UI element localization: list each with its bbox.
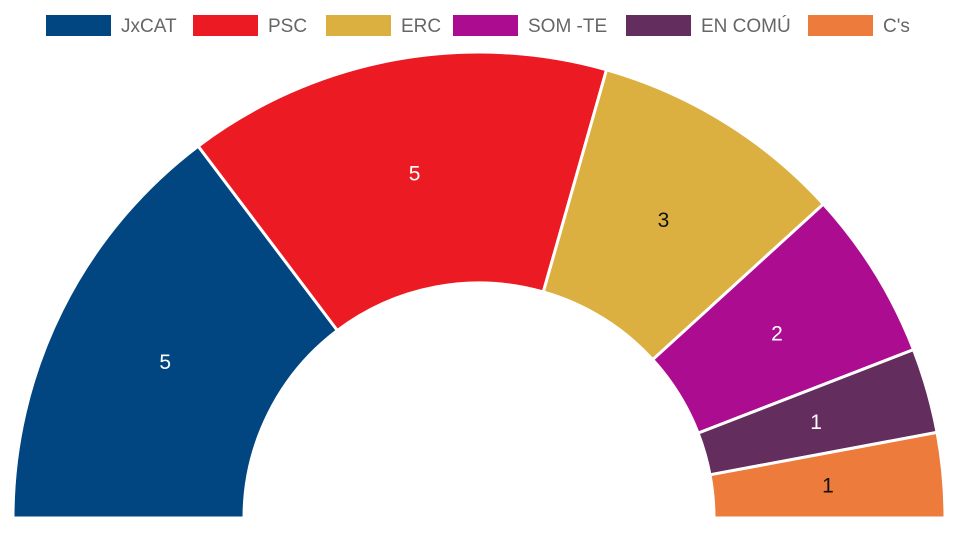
legend-label-psc: PSC: [268, 16, 307, 37]
value-label-c-s: 1: [822, 475, 834, 498]
legend-swatch-c-s: [808, 15, 873, 36]
legend-item-psc: PSC: [193, 15, 307, 37]
value-label-jxcat: 5: [159, 351, 171, 374]
legend-label-en-com: EN COMÚ: [701, 15, 791, 37]
legend-item-som-te: SOM -TE: [453, 15, 607, 37]
legend-label-erc: ERC: [401, 16, 441, 37]
legend-item-erc: ERC: [326, 15, 441, 37]
legend-label-som-te: SOM -TE: [528, 16, 607, 37]
legend-item-c-s: C's: [808, 15, 910, 37]
legend-swatch-psc: [193, 15, 258, 36]
value-label-psc: 5: [409, 162, 421, 185]
legend-swatch-jxcat: [46, 15, 111, 36]
arc-c-s: [708, 430, 947, 520]
legend-label-c-s: C's: [883, 16, 910, 37]
legend-item-jxcat: JxCAT: [46, 15, 177, 37]
legend-item-en-com: EN COMÚ: [626, 15, 791, 37]
value-label-group: 5 5 3 2 1 1: [159, 162, 833, 497]
legend-swatch-erc: [326, 15, 391, 36]
value-label-erc: 3: [658, 209, 670, 232]
arc-group: [11, 50, 947, 520]
value-label-en-com: 1: [810, 411, 822, 434]
arc-jxcat: [11, 144, 339, 520]
legend-label-jxcat: JxCAT: [121, 16, 177, 37]
value-label-som-te: 2: [771, 322, 783, 345]
legend-swatch-en-com: [626, 15, 691, 36]
legend: JxCAT PSC ERC SOM -TE EN COMÚ C's: [46, 15, 910, 37]
arc-psc: [196, 50, 609, 332]
legend-swatch-som-te: [453, 15, 518, 36]
